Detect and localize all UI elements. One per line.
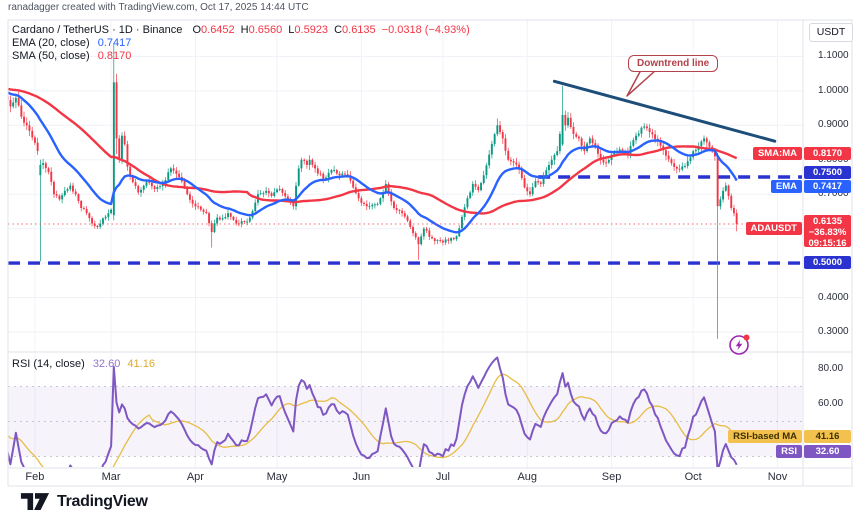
time-axis-month-label: Jun <box>352 471 371 483</box>
notification-dot <box>743 334 750 341</box>
time-axis-month-label: Feb <box>25 471 45 483</box>
rsi-ma-axis-value: 41.16 <box>804 430 851 443</box>
rsi-legend-row: RSI (14, close) 32.60 41.16 <box>12 358 155 370</box>
flash-icon <box>729 334 750 355</box>
price-tick-label: 0.3000 <box>818 325 849 337</box>
open-label: O <box>192 24 202 36</box>
rsi-axis-value: 32.60 <box>804 445 851 458</box>
rsi-axis-tag: RSI <box>776 445 802 458</box>
downtrend-line-callout[interactable]: Downtrend line <box>628 55 719 72</box>
symbol-axis-tag: ADAUSDT <box>745 222 802 235</box>
sma-label[interactable]: SMA (50, close) <box>12 50 90 62</box>
close-label: C <box>334 24 343 36</box>
currency-unit-button[interactable]: USDT <box>809 23 853 42</box>
low-label: L <box>288 24 295 36</box>
time-axis-month-label: Aug <box>517 471 538 483</box>
change-value: −0.0318 (−4.93%) <box>381 24 470 36</box>
time-axis-month-label: Sep <box>601 471 622 483</box>
tradingview-logo-text: TradingView <box>57 492 148 510</box>
high-label: H <box>240 24 249 36</box>
symbol-legend-row: Cardano / TetherUS · 1D · Binance O0.645… <box>12 24 470 36</box>
session-change-value: −36.83% <box>808 227 847 238</box>
low-value: 0.5923 <box>294 24 329 36</box>
rsi-value: 32.60 <box>92 358 121 370</box>
tradingview-logo[interactable]: TradingView <box>20 491 148 512</box>
level-075-axis-value: 0.7500 <box>804 166 851 179</box>
time-axis-month-label: Mar <box>101 471 121 483</box>
time-axis-month-label: Oct <box>684 471 702 483</box>
price-tick-label: 1.0000 <box>818 84 849 96</box>
time-axis-month-label: Jul <box>435 471 450 483</box>
rsi-tick-label: 60.00 <box>818 398 844 409</box>
price-tick-label: 0.4000 <box>818 291 849 303</box>
time-axis-month-label: Nov <box>767 471 788 483</box>
rsi-ma-axis-tag: RSI-based MA <box>728 430 802 443</box>
open-value: 0.6452 <box>201 24 235 36</box>
sma-legend-row: SMA (50, close) 0.8170 <box>12 50 131 62</box>
flash-actions-button[interactable] <box>725 331 753 359</box>
tradingview-logo-icon <box>20 493 50 510</box>
last-price-axis-badge: 0.6135 −36.83% 09:15:16 <box>804 215 851 249</box>
price-tick-label: 0.7000 <box>818 188 849 200</box>
rsi-ma-value: 41.16 <box>127 358 155 370</box>
sma-axis-value: 0.8170 <box>804 147 851 160</box>
rsi-legend-title[interactable]: RSI (14, close) <box>12 358 85 370</box>
time-axis-month-label: Apr <box>186 471 204 483</box>
close-value: 0.6135 <box>342 24 376 36</box>
symbol-title[interactable]: Cardano / TetherUS · 1D · Binance <box>12 24 183 36</box>
last-price-value: 0.6135 <box>812 216 843 227</box>
ema-axis-tag: EMA <box>770 180 802 193</box>
ema-legend-row: EMA (20, close) 0.7417 <box>12 37 131 49</box>
watermark-text: ranadagger created with TradingView.com,… <box>8 2 309 13</box>
high-value: 0.6560 <box>248 24 283 36</box>
level-050-axis-value: 0.5000 <box>804 256 851 269</box>
time-axis-month-label: May <box>266 471 288 483</box>
price-tick-label: 1.1000 <box>818 50 849 62</box>
sma-axis-tag: SMA:MA <box>752 147 802 160</box>
bar-countdown: 09:15:16 <box>808 238 847 249</box>
rsi-tick-label: 80.00 <box>818 363 844 374</box>
ema-axis-value: 0.7417 <box>804 180 851 193</box>
sma-value: 0.8170 <box>97 50 132 62</box>
price-tick-label: 0.9000 <box>818 119 849 131</box>
ema-value: 0.7417 <box>97 37 132 49</box>
ema-label[interactable]: EMA (20, close) <box>12 37 90 49</box>
